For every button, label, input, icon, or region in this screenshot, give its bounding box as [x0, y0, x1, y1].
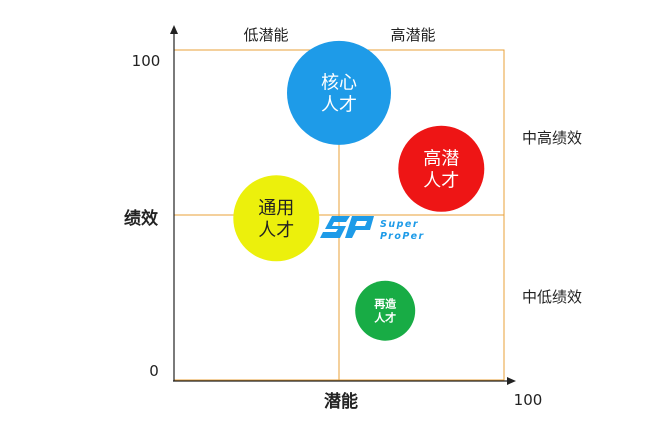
bubble-2: [233, 175, 320, 262]
bubble-3-label-line-2: 人才: [374, 311, 396, 325]
bubble-0-label-line-1: 核心: [321, 72, 357, 93]
bubble-2-label-line-2: 人才: [258, 220, 294, 241]
y-axis-label: 绩效: [124, 208, 158, 229]
x-axis-label: 潜能: [324, 391, 358, 412]
bubble-0-label-line-2: 人才: [321, 94, 357, 115]
bubble-0: [287, 40, 391, 145]
bubble-3-label-line-1: 再造: [374, 297, 397, 311]
superproper-logo: Super ProPer: [320, 216, 425, 242]
column-label-high-potential: 高潜能: [390, 26, 435, 44]
x-axis-arrow: [507, 377, 516, 385]
logo-mark-s: [320, 216, 350, 238]
x-axis-max-label: 100: [514, 391, 543, 409]
y-axis-zero-label: 0: [149, 362, 159, 380]
bubble-2-label-line-1: 通用: [258, 198, 294, 219]
logo-text-top: Super: [380, 219, 419, 230]
bubble-1: [398, 125, 485, 212]
y-axis-arrow: [170, 25, 178, 34]
row-label-mid-high-performance: 中高绩效: [522, 129, 582, 147]
logo-mark-p: [345, 216, 374, 238]
logo-text-bottom: ProPer: [380, 231, 425, 242]
row-label-mid-low-performance: 中低绩效: [522, 288, 582, 306]
bubble-1-label-line-2: 人才: [423, 170, 459, 191]
bubble-3: [355, 280, 416, 341]
y-axis-max-label: 100: [132, 52, 161, 70]
bubble-1-label-line-1: 高潜: [423, 148, 459, 169]
column-label-low-potential: 低潜能: [243, 26, 288, 44]
